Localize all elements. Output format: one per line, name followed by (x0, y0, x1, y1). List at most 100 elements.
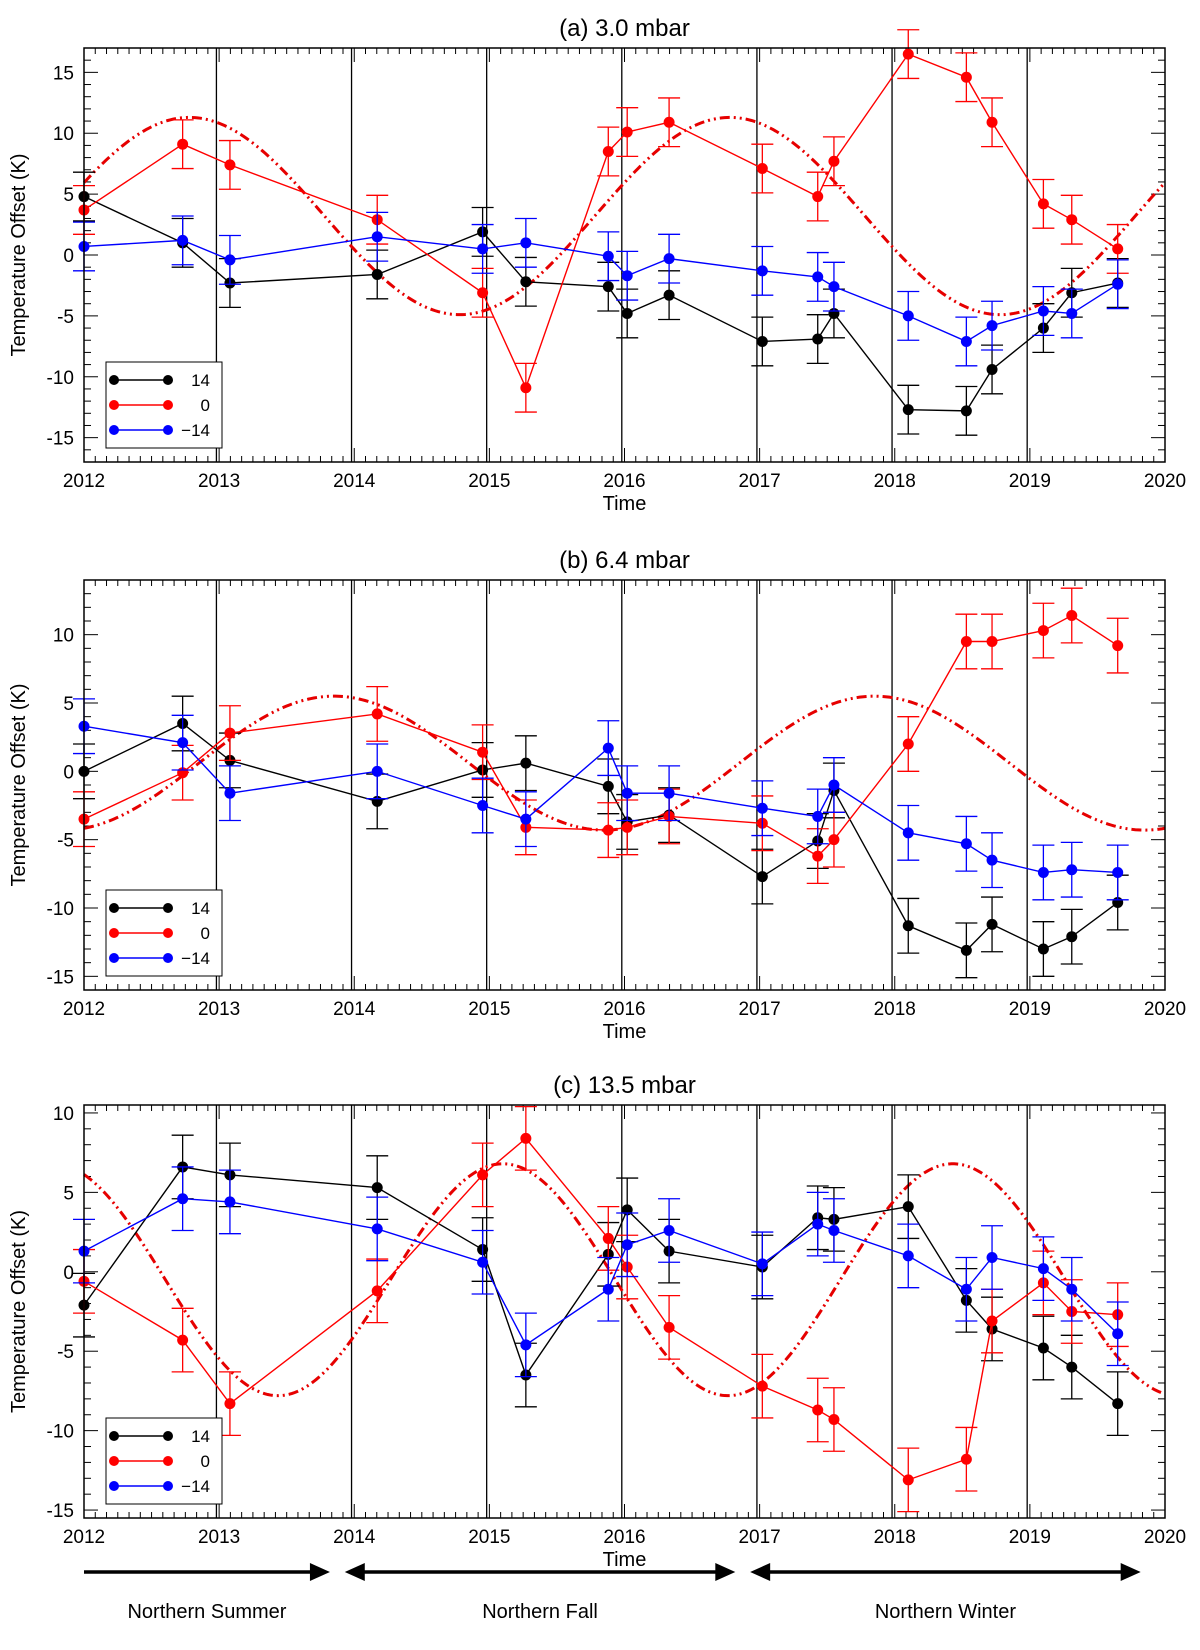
x-tick-label: 2020 (1144, 1527, 1186, 1548)
y-axis-label: Temperature Offset (K) (8, 1210, 30, 1413)
season-northern-fall: Northern Fall (344, 1563, 736, 1623)
data-point (1037, 1263, 1049, 1275)
x-axis-label: Time (603, 1549, 647, 1571)
data-point (1037, 866, 1049, 878)
legend-entry-lat-14: 14 (109, 1427, 210, 1446)
data-point (224, 159, 236, 171)
data-point (602, 146, 614, 157)
data-point (756, 335, 768, 347)
legend-marker (109, 903, 119, 913)
legend-marker (109, 1431, 119, 1441)
data-point (520, 276, 532, 288)
chart-title: (c) 13.5 mbar (553, 1072, 696, 1099)
data-point (520, 382, 532, 394)
y-tick-label: -5 (57, 831, 74, 852)
series-line (83, 1198, 1119, 1346)
data-point (177, 138, 189, 150)
y-tick-label: 5 (63, 694, 74, 715)
data-point (960, 405, 972, 417)
x-tick-label: 2018 (874, 1527, 916, 1548)
series-line (83, 53, 1119, 390)
season-arrow-head-left (344, 1563, 365, 1581)
data-point (1112, 243, 1124, 255)
data-point (828, 1224, 840, 1236)
data-point (902, 827, 914, 839)
x-tick-label: 2012 (63, 1527, 105, 1548)
data-point (828, 834, 840, 846)
data-point (960, 1453, 972, 1465)
data-point (902, 1201, 914, 1213)
x-tick-label: 2013 (198, 1527, 240, 1548)
data-point (520, 1339, 532, 1351)
legend-label: 0 (201, 1452, 210, 1471)
data-point (477, 800, 489, 811)
data-point (177, 737, 189, 749)
legend-marker (109, 928, 119, 938)
x-tick-label: 2013 (198, 999, 240, 1020)
data-point (960, 71, 972, 83)
legend-entry-lat-minus-14: −14 (109, 949, 210, 968)
data-point (177, 1334, 189, 1346)
legend-entry-lat-0: 0 (109, 924, 210, 943)
season-label: Northern Winter (875, 1601, 1016, 1623)
data-point (902, 48, 914, 60)
data-point (177, 1193, 189, 1205)
model-curve (82, 115, 1167, 317)
data-point (477, 1256, 489, 1268)
data-point (621, 270, 633, 282)
data-point (520, 813, 532, 825)
data-point (1112, 640, 1124, 652)
y-tick-label: -5 (57, 1342, 74, 1363)
data-point (371, 1223, 383, 1235)
legend-marker (109, 1456, 119, 1466)
series-lat-0 (73, 29, 1129, 413)
data-point (621, 787, 633, 799)
legend-entry-lat-minus-14: −14 (109, 1477, 210, 1496)
data-point (828, 281, 840, 293)
data-point (477, 1169, 489, 1181)
data-point (663, 289, 675, 301)
season-northern-summer: Northern Summer (84, 1563, 330, 1623)
data-point (371, 708, 383, 720)
y-tick-label: -10 (47, 899, 74, 920)
data-point (812, 333, 824, 345)
data-point (520, 237, 532, 249)
data-point (960, 838, 972, 850)
data-point (520, 1132, 532, 1144)
season-arrow-head-right (309, 1563, 330, 1581)
legend-entry-lat-0: 0 (109, 1452, 210, 1471)
legend-marker (163, 1456, 173, 1466)
legend-marker (163, 1431, 173, 1441)
data-point (1066, 307, 1078, 319)
data-point (960, 636, 972, 647)
data-point (371, 268, 383, 280)
data-point (602, 1283, 614, 1295)
data-point (1066, 864, 1078, 876)
data-point (1112, 278, 1124, 290)
data-point (177, 234, 189, 246)
x-tick-label: 2012 (63, 999, 105, 1020)
data-point (371, 231, 383, 243)
y-axis-label: Temperature Offset (K) (8, 683, 30, 886)
x-tick-label: 2015 (468, 999, 510, 1020)
x-tick-label: 2019 (1009, 1527, 1051, 1548)
season-annotations: Northern Summer Northern Fall Northern Win… (84, 1563, 1141, 1623)
legend-label: 14 (191, 1427, 210, 1446)
x-tick-label: 2019 (1009, 471, 1051, 492)
x-tick-label: 2017 (738, 471, 780, 492)
x-tick-label: 2016 (603, 471, 645, 492)
plot-frame (83, 1104, 1166, 1519)
legend-marker (109, 1481, 119, 1491)
legend-marker (163, 400, 173, 410)
y-tick-label: 0 (63, 762, 74, 783)
legend: 14 0 −14 (105, 361, 223, 449)
y-tick-label: -15 (47, 1501, 74, 1522)
series-lat-14 (73, 695, 1129, 979)
x-tick-label: 2014 (333, 1527, 376, 1548)
series-line (83, 722, 1119, 952)
legend-marker (109, 953, 119, 963)
data-point (663, 253, 675, 265)
x-tick-label: 2016 (603, 1527, 645, 1548)
data-point (602, 742, 614, 754)
